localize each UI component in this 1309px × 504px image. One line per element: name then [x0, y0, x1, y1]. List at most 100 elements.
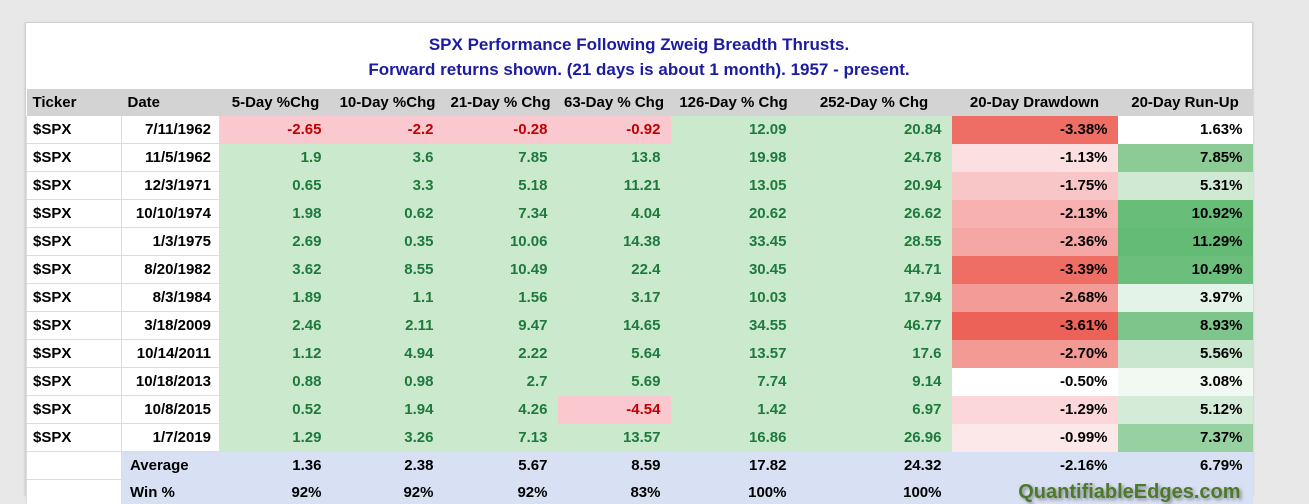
cell-chg[interactable]: 44.71 — [796, 255, 952, 284]
cell-runup[interactable]: 5.31% — [1117, 171, 1253, 200]
cell-drawdown[interactable]: -1.29% — [951, 395, 1118, 424]
cell-ticker[interactable]: $SPX — [26, 367, 122, 396]
cell-drawdown[interactable]: -2.70% — [951, 339, 1118, 368]
cell-ticker[interactable]: $SPX — [26, 143, 122, 172]
cell-chg[interactable]: 0.65 — [219, 171, 332, 200]
cell-drawdown[interactable]: -3.38% — [951, 116, 1118, 144]
cell-chg[interactable]: 13.05 — [670, 171, 797, 200]
cell-chg[interactable]: 0.98 — [331, 367, 444, 396]
cell-chg[interactable]: 14.65 — [557, 311, 671, 340]
cell-runup[interactable]: 8.93% — [1117, 311, 1253, 340]
cell-chg[interactable]: 13.57 — [557, 423, 671, 452]
cell-chg[interactable]: 1.12 — [219, 339, 332, 368]
cell-date[interactable]: 1/3/1975 — [121, 227, 220, 256]
cell-date[interactable]: 10/18/2013 — [121, 367, 220, 396]
cell-runup[interactable]: 1.63% — [1117, 116, 1253, 144]
cell-chg[interactable]: 0.62 — [331, 199, 444, 228]
cell-chg[interactable]: 28.55 — [796, 227, 952, 256]
cell-chg[interactable]: 3.17 — [557, 283, 671, 312]
cell-ticker[interactable]: $SPX — [26, 283, 122, 312]
header-cell-20-day-run-up[interactable]: 20-Day Run-Up — [1117, 89, 1253, 116]
cell-chg[interactable]: -4.54 — [557, 395, 671, 424]
cell-chg[interactable]: 3.26 — [331, 423, 444, 452]
cell-chg[interactable]: 0.88 — [219, 367, 332, 396]
win-pct-value[interactable]: 100% — [670, 479, 797, 504]
cell-runup[interactable]: 3.97% — [1117, 283, 1253, 312]
cell-ticker[interactable]: $SPX — [26, 171, 122, 200]
cell-chg[interactable]: 22.4 — [557, 255, 671, 284]
cell-chg[interactable]: 7.34 — [443, 199, 558, 228]
cell-date[interactable]: 11/5/1962 — [121, 143, 220, 172]
cell-runup[interactable]: 5.12% — [1117, 395, 1253, 424]
cell-chg[interactable]: 0.35 — [331, 227, 444, 256]
cell-date[interactable]: 10/10/1974 — [121, 199, 220, 228]
cell-chg[interactable]: 13.57 — [670, 339, 797, 368]
cell-chg[interactable]: 3.6 — [331, 143, 444, 172]
cell-date[interactable]: 8/3/1984 — [121, 283, 220, 312]
header-cell-126-day-chg[interactable]: 126-Day % Chg — [670, 89, 797, 116]
cell-chg[interactable]: 12.09 — [670, 116, 797, 144]
cell-runup[interactable]: 10.92% — [1117, 199, 1253, 228]
win-pct-value[interactable]: 83% — [557, 479, 671, 504]
cell-date[interactable]: 1/7/2019 — [121, 423, 220, 452]
cell-chg[interactable]: 20.94 — [796, 171, 952, 200]
cell-chg[interactable]: 10.49 — [443, 255, 558, 284]
header-cell-252-day-chg[interactable]: 252-Day % Chg — [796, 89, 952, 116]
cell-chg[interactable]: -2.2 — [331, 116, 444, 144]
cell-runup[interactable]: 7.85% — [1117, 143, 1253, 172]
cell-runup[interactable]: 5.56% — [1117, 339, 1253, 368]
cell-ticker-empty[interactable] — [26, 451, 122, 480]
cell-chg[interactable]: 46.77 — [796, 311, 952, 340]
cell-chg[interactable]: -0.28 — [443, 116, 558, 144]
cell-chg[interactable]: -0.92 — [557, 116, 671, 144]
cell-chg[interactable]: 10.03 — [670, 283, 797, 312]
cell-date[interactable]: 12/3/1971 — [121, 171, 220, 200]
win-pct-label[interactable]: Win % — [121, 479, 220, 504]
cell-date[interactable]: 10/14/2011 — [121, 339, 220, 368]
cell-ticker[interactable]: $SPX — [26, 339, 122, 368]
header-cell-5-day-chg[interactable]: 5-Day %Chg — [219, 89, 332, 116]
cell-chg[interactable]: 24.78 — [796, 143, 952, 172]
cell-ticker[interactable]: $SPX — [26, 311, 122, 340]
cell-chg[interactable]: 8.55 — [331, 255, 444, 284]
cell-chg[interactable]: 26.62 — [796, 199, 952, 228]
average-value[interactable]: -2.16% — [951, 451, 1118, 479]
cell-chg[interactable]: 17.94 — [796, 283, 952, 312]
cell-chg[interactable]: 1.98 — [219, 199, 332, 228]
header-cell-21-day-chg[interactable]: 21-Day % Chg — [443, 89, 558, 116]
cell-chg[interactable]: 20.62 — [670, 199, 797, 228]
cell-chg[interactable]: 6.97 — [796, 395, 952, 424]
cell-ticker-empty[interactable] — [26, 479, 122, 504]
cell-chg[interactable]: 19.98 — [670, 143, 797, 172]
cell-chg[interactable]: 33.45 — [670, 227, 797, 256]
cell-chg[interactable]: 1.94 — [331, 395, 444, 424]
cell-chg[interactable]: 1.29 — [219, 423, 332, 452]
cell-chg[interactable]: 34.55 — [670, 311, 797, 340]
cell-chg[interactable]: 13.8 — [557, 143, 671, 172]
cell-chg[interactable]: 9.14 — [796, 367, 952, 396]
cell-chg[interactable]: 10.06 — [443, 227, 558, 256]
cell-chg[interactable]: 1.89 — [219, 283, 332, 312]
cell-chg[interactable]: 7.13 — [443, 423, 558, 452]
cell-chg[interactable]: 2.7 — [443, 367, 558, 396]
cell-drawdown[interactable]: -3.39% — [951, 255, 1118, 284]
cell-chg[interactable]: 5.64 — [557, 339, 671, 368]
cell-runup[interactable]: 7.37% — [1117, 423, 1253, 452]
cell-date[interactable]: 10/8/2015 — [121, 395, 220, 424]
cell-chg[interactable]: 9.47 — [443, 311, 558, 340]
header-cell-10-day-chg[interactable]: 10-Day %Chg — [331, 89, 444, 116]
cell-drawdown[interactable]: -1.13% — [951, 143, 1118, 172]
cell-chg[interactable]: 1.9 — [219, 143, 332, 172]
cell-chg[interactable]: 2.22 — [443, 339, 558, 368]
win-pct-value[interactable]: 92% — [219, 479, 332, 504]
average-value[interactable]: 24.32 — [796, 451, 952, 479]
cell-date[interactable]: 7/11/1962 — [121, 116, 220, 144]
cell-date[interactable]: 8/20/1982 — [121, 255, 220, 284]
cell-ticker[interactable]: $SPX — [26, 199, 122, 228]
cell-chg[interactable]: 4.26 — [443, 395, 558, 424]
cell-ticker[interactable]: $SPX — [26, 423, 122, 452]
average-value[interactable]: 6.79% — [1117, 451, 1253, 479]
cell-chg[interactable]: 3.62 — [219, 255, 332, 284]
cell-runup[interactable]: 11.29% — [1117, 227, 1253, 256]
cell-chg[interactable]: 2.46 — [219, 311, 332, 340]
